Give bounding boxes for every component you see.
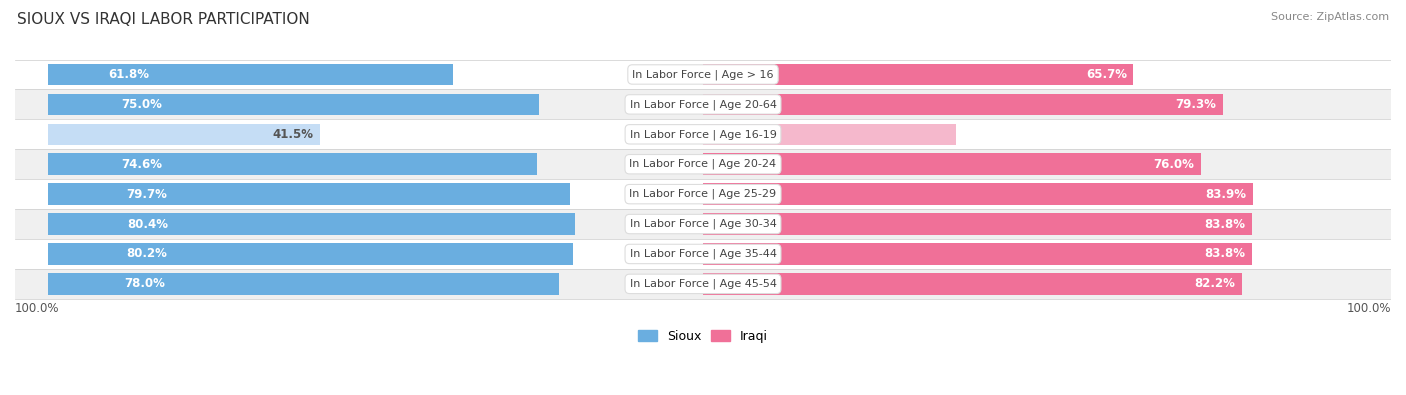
Text: 79.7%: 79.7% <box>127 188 167 201</box>
Bar <box>48 183 569 205</box>
Text: 83.9%: 83.9% <box>1205 188 1246 201</box>
Text: 41.5%: 41.5% <box>273 128 314 141</box>
Bar <box>48 124 319 145</box>
Text: 74.6%: 74.6% <box>121 158 162 171</box>
Text: SIOUX VS IRAQI LABOR PARTICIPATION: SIOUX VS IRAQI LABOR PARTICIPATION <box>17 12 309 27</box>
Bar <box>48 213 575 235</box>
Text: 100.0%: 100.0% <box>1347 302 1391 315</box>
Text: 61.8%: 61.8% <box>108 68 149 81</box>
Text: In Labor Force | Age 45-54: In Labor Force | Age 45-54 <box>630 278 776 289</box>
Bar <box>703 273 1241 295</box>
Text: 38.6%: 38.6% <box>710 128 751 141</box>
Text: 83.8%: 83.8% <box>1205 247 1246 260</box>
FancyBboxPatch shape <box>15 60 1391 89</box>
Text: Source: ZipAtlas.com: Source: ZipAtlas.com <box>1271 12 1389 22</box>
Bar <box>48 153 537 175</box>
Bar <box>48 273 558 295</box>
FancyBboxPatch shape <box>15 209 1391 239</box>
FancyBboxPatch shape <box>15 269 1391 299</box>
Text: 65.7%: 65.7% <box>1085 68 1128 81</box>
Bar <box>703 213 1253 235</box>
Bar <box>703 124 956 145</box>
FancyBboxPatch shape <box>15 89 1391 119</box>
Bar <box>703 64 1133 85</box>
Text: 83.8%: 83.8% <box>1205 218 1246 231</box>
Text: 75.0%: 75.0% <box>121 98 162 111</box>
Text: 82.2%: 82.2% <box>1194 277 1234 290</box>
Text: In Labor Force | Age 25-29: In Labor Force | Age 25-29 <box>630 189 776 199</box>
Bar <box>703 243 1253 265</box>
Bar <box>703 94 1223 115</box>
FancyBboxPatch shape <box>15 149 1391 179</box>
Bar <box>48 94 538 115</box>
Bar <box>703 153 1201 175</box>
Text: 80.2%: 80.2% <box>127 247 167 260</box>
Text: In Labor Force | Age 20-64: In Labor Force | Age 20-64 <box>630 99 776 110</box>
FancyBboxPatch shape <box>15 179 1391 209</box>
Bar <box>703 183 1253 205</box>
Text: In Labor Force | Age > 16: In Labor Force | Age > 16 <box>633 69 773 80</box>
Bar <box>48 243 574 265</box>
Text: In Labor Force | Age 30-34: In Labor Force | Age 30-34 <box>630 219 776 229</box>
Text: 78.0%: 78.0% <box>124 277 166 290</box>
FancyBboxPatch shape <box>15 119 1391 149</box>
Text: In Labor Force | Age 16-19: In Labor Force | Age 16-19 <box>630 129 776 139</box>
Text: 100.0%: 100.0% <box>15 302 59 315</box>
Legend: Sioux, Iraqi: Sioux, Iraqi <box>633 325 773 348</box>
Bar <box>48 64 453 85</box>
Text: 80.4%: 80.4% <box>127 218 167 231</box>
Text: 76.0%: 76.0% <box>1153 158 1195 171</box>
Text: In Labor Force | Age 20-24: In Labor Force | Age 20-24 <box>630 159 776 169</box>
FancyBboxPatch shape <box>15 239 1391 269</box>
Text: 79.3%: 79.3% <box>1175 98 1216 111</box>
Text: In Labor Force | Age 35-44: In Labor Force | Age 35-44 <box>630 249 776 259</box>
